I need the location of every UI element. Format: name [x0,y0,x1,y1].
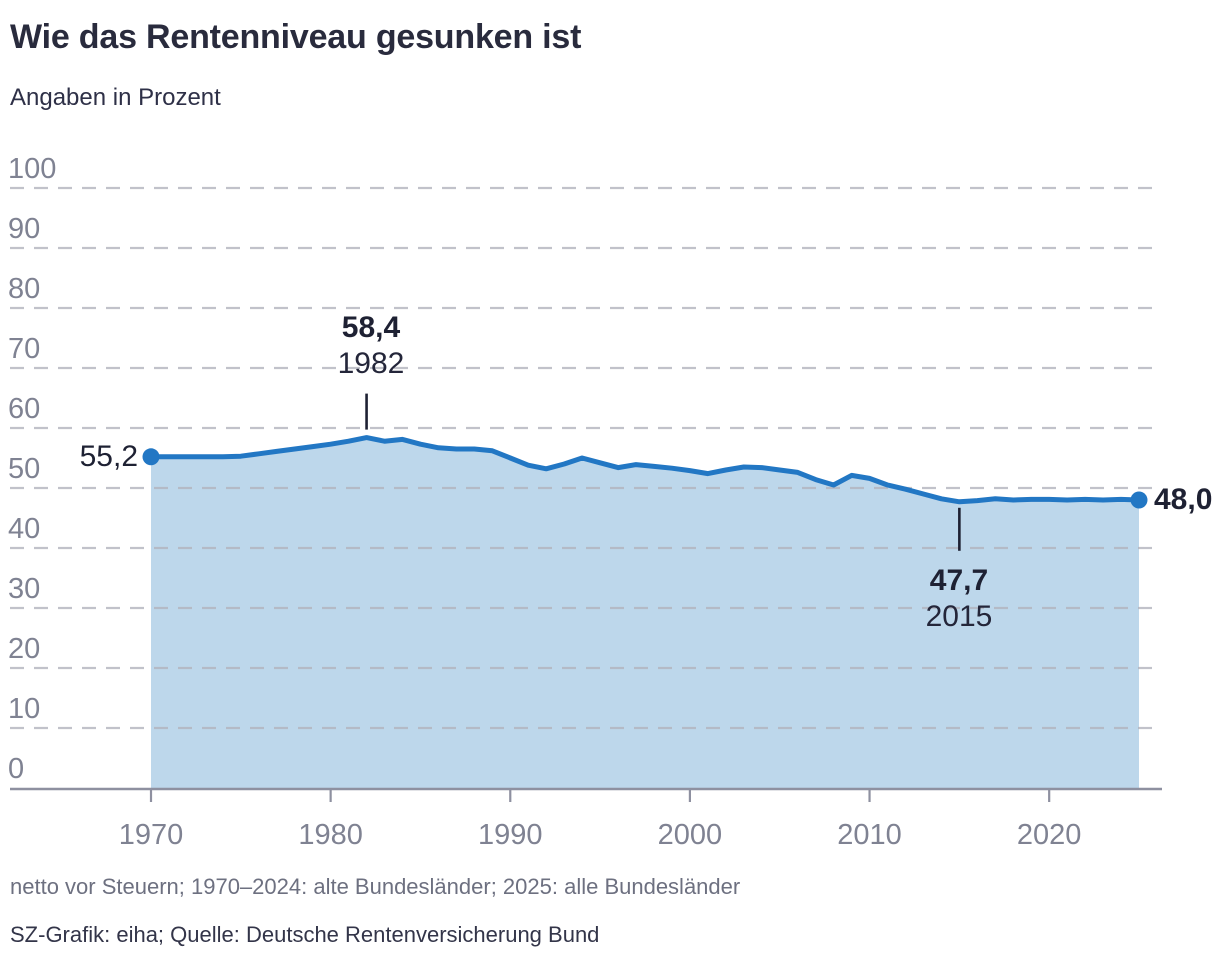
start-data-point [142,448,160,466]
y-tick-label: 20 [8,633,40,665]
area-fill [151,437,1139,788]
peak-value-label: 58,4 [341,311,401,344]
y-tick-label: 90 [8,213,40,245]
start-value-label: 55,2 [79,440,138,473]
x-tick-label: 1990 [478,819,543,851]
trough-annotation: 47,7 2015 [879,563,1039,635]
y-tick-label: 50 [8,453,40,485]
y-tick-label: 80 [8,273,40,305]
chart-title: Wie das Rentenniveau gesunken ist [10,18,582,56]
trough-year-label: 2015 [925,600,993,633]
y-tick-label: 100 [8,153,56,185]
y-tick-label: 70 [8,333,40,365]
y-tick-label: 30 [8,573,40,605]
chart-footnote: netto vor Steuern; 1970–2024: alte Bunde… [10,874,741,899]
x-tick-label: 2010 [837,819,902,851]
x-tick-label: 1980 [298,819,363,851]
y-tick-label: 0 [8,753,24,785]
x-tick-label: 2000 [658,819,723,851]
end-value-label: 48,0 [1154,483,1213,516]
source-credit: SZ-Grafik: eiha; Quelle: Deutsche Renten… [10,922,600,947]
trough-value-label: 47,7 [929,564,989,597]
chart-subtitle: Angaben in Prozent [10,84,221,111]
x-tick-label: 2020 [1017,819,1082,851]
end-data-point [1130,491,1148,509]
peak-annotation: 58,4 1982 [291,310,451,382]
line-series [148,435,1142,505]
peak-year-label: 1982 [337,347,405,380]
y-tick-label: 60 [8,393,40,425]
y-tick-label: 40 [8,513,40,545]
x-tick-label: 1970 [119,819,184,851]
y-tick-label: 10 [8,693,40,725]
